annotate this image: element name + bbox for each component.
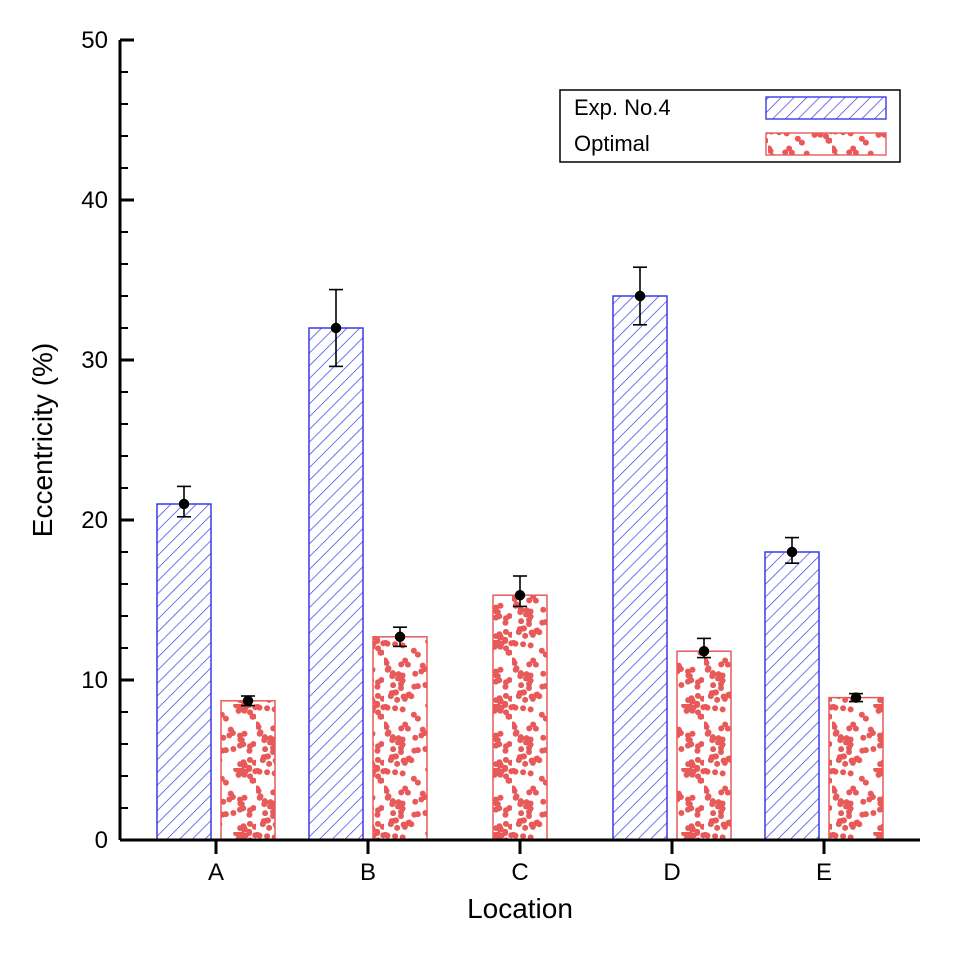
- x-tick-label: C: [511, 859, 528, 886]
- bar-exp: [613, 296, 667, 840]
- eccentricity-bar-chart: 0 10 20 30 40 50 Eccentricity (%) A B C D E Location…: [0, 0, 960, 960]
- bar-optimal: [829, 698, 883, 840]
- y-tick-label: 20: [81, 507, 108, 534]
- x-axis-label: Location: [467, 893, 573, 924]
- y-tick-label: 40: [81, 187, 108, 214]
- bar-optimal: [221, 701, 275, 840]
- bar-exp: [765, 552, 819, 840]
- y-tick-label: 10: [81, 667, 108, 694]
- data-marker: [515, 590, 525, 600]
- data-marker: [243, 696, 253, 706]
- data-marker: [787, 547, 797, 557]
- data-marker: [395, 632, 405, 642]
- bar-optimal: [493, 595, 547, 840]
- bar-exp: [309, 328, 363, 840]
- data-marker: [179, 499, 189, 509]
- legend: Exp. No.4 Optimal: [560, 90, 900, 162]
- y-tick-label: 50: [81, 27, 108, 54]
- bar-optimal: [677, 651, 731, 840]
- legend-label: Optimal: [574, 131, 650, 156]
- x-tick-label: B: [360, 859, 376, 886]
- y-tick-label: 0: [95, 827, 108, 854]
- data-marker: [851, 693, 861, 703]
- x-tick-label: D: [663, 859, 680, 886]
- y-axis-label: Eccentricity (%): [27, 343, 58, 537]
- x-tick-label: A: [208, 859, 224, 886]
- bar-optimal: [373, 637, 427, 840]
- y-tick-label: 30: [81, 347, 108, 374]
- legend-label: Exp. No.4: [574, 95, 671, 120]
- data-marker: [699, 646, 709, 656]
- x-tick-label: E: [816, 859, 832, 886]
- legend-swatch: [766, 133, 886, 155]
- legend-swatch: [766, 97, 886, 119]
- data-marker: [635, 291, 645, 301]
- bar-exp: [157, 504, 211, 840]
- data-marker: [331, 323, 341, 333]
